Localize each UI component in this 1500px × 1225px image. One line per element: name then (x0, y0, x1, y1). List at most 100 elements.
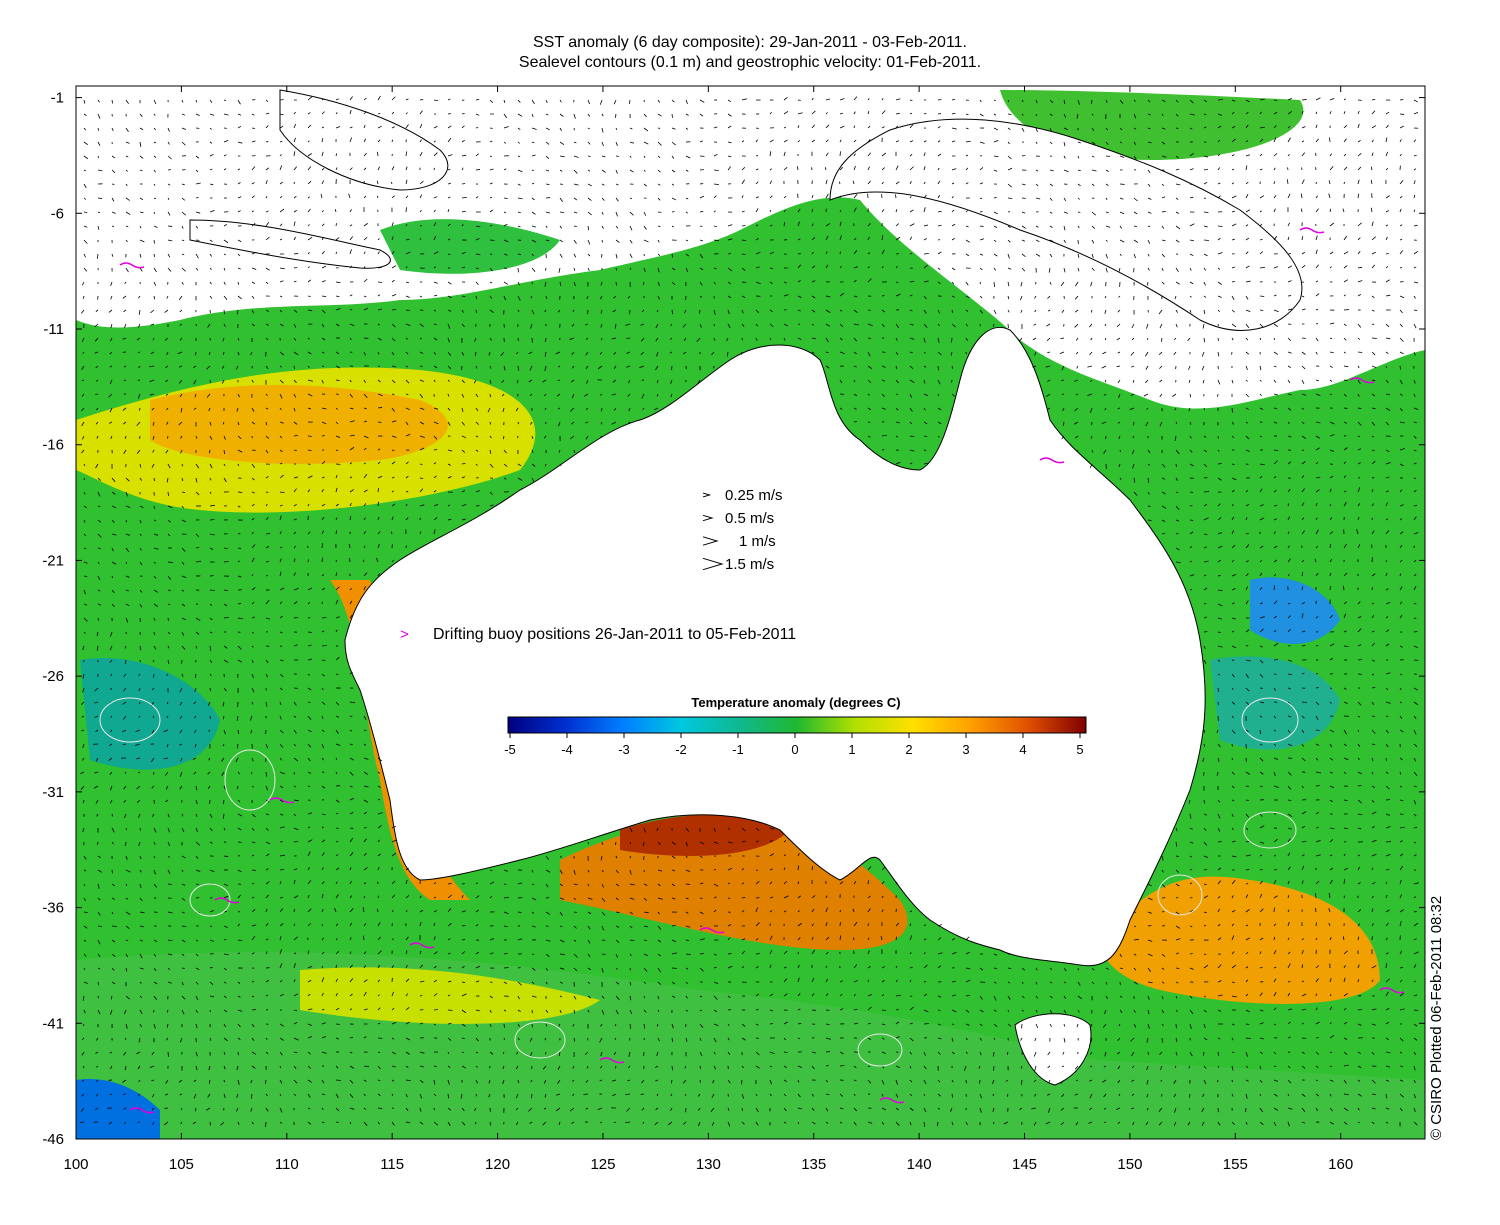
velocity-arrow (489, 99, 494, 104)
velocity-arrow (993, 225, 998, 229)
velocity-arrow (1189, 295, 1192, 298)
velocity-arrow (1175, 281, 1180, 285)
velocity-arrow (1035, 239, 1040, 243)
velocity-arrow (1161, 113, 1164, 117)
velocity-arrow (1245, 140, 1249, 143)
velocity-arrow (321, 126, 325, 129)
velocity-arrow (965, 295, 970, 299)
velocity-arrow (1146, 323, 1149, 329)
velocity-arrow (433, 1009, 438, 1011)
velocity-arrow (1259, 168, 1263, 171)
velocity-arrow (1245, 111, 1249, 115)
velocity-arrow (839, 251, 841, 255)
velocity-arrow (531, 309, 535, 315)
velocity-arrow (629, 225, 633, 231)
velocity-arrow (601, 197, 605, 201)
velocity-arrow (1119, 99, 1124, 104)
velocity-arrow (545, 211, 550, 214)
velocity-arrow (377, 139, 381, 143)
velocity-arrow (895, 265, 898, 269)
velocity-arrow (1259, 251, 1263, 255)
velocity-arrow (769, 111, 772, 115)
velocity-arrow (1287, 137, 1291, 143)
velocity-arrow (1399, 153, 1402, 157)
velocity-arrow (1021, 253, 1026, 257)
velocity-arrow (207, 323, 211, 328)
velocity-arrow (405, 309, 410, 311)
velocity-arrow (1371, 309, 1375, 312)
velocity-arrow (769, 209, 772, 213)
velocity-arrow (685, 211, 688, 214)
velocity-arrow (1049, 239, 1054, 243)
velocity-arrow (1286, 179, 1289, 185)
velocity-arrow (293, 181, 295, 185)
velocity-arrow (349, 209, 352, 213)
velocity-arrow (839, 98, 845, 101)
velocity-arrow (559, 141, 565, 146)
velocity-arrow (727, 155, 732, 158)
velocity-arrow (1035, 183, 1039, 187)
velocity-arrow (195, 225, 199, 229)
velocity-arrow (377, 125, 382, 129)
velocity-arrow (363, 138, 367, 143)
velocity-arrow (545, 225, 548, 228)
velocity-arrow (881, 249, 885, 255)
velocity-arrow (195, 113, 200, 116)
velocity-arrow (895, 223, 900, 227)
velocity-arrow (853, 125, 856, 129)
velocity-arrow (293, 323, 297, 328)
velocity-arrow (1301, 179, 1305, 185)
velocity-arrow (433, 309, 437, 312)
velocity-arrow (867, 252, 871, 255)
velocity-arrow (307, 124, 312, 129)
velocity-arrow (1259, 126, 1265, 129)
velocity-arrow (475, 169, 481, 171)
velocity-arrow (811, 110, 816, 115)
velocity-arrow (909, 124, 914, 129)
velocity-arrow (1175, 225, 1181, 230)
velocity-arrow (363, 223, 368, 227)
velocity-arrow (1245, 209, 1251, 213)
velocity-arrow (307, 166, 312, 171)
velocity-arrow (447, 137, 452, 143)
velocity-arrow (335, 98, 339, 101)
velocity-arrow (559, 197, 563, 202)
velocity-arrow (391, 222, 394, 227)
velocity-arrow (1076, 113, 1079, 119)
velocity-arrow (1203, 181, 1208, 185)
velocity-arrow (1105, 225, 1111, 228)
velocity-arrow (965, 113, 969, 116)
velocity-arrow (405, 238, 410, 241)
velocity-arrow (1300, 193, 1303, 199)
velocity-arrow (1007, 253, 1010, 259)
velocity-arrow (1049, 197, 1053, 201)
velocity-arrow (1315, 249, 1318, 255)
velocity-arrow (587, 225, 590, 231)
map-title-line-2: Sealevel contours (0.1 m) and geostrophi… (518, 54, 982, 71)
velocity-arrow (783, 96, 788, 101)
velocity-arrow (167, 589, 171, 591)
velocity-arrow (391, 265, 397, 269)
velocity-arrow (1063, 141, 1066, 147)
velocity-arrow (139, 141, 142, 147)
velocity-arrow (1357, 179, 1360, 185)
velocity-arrow (713, 183, 719, 186)
velocity-arrow (447, 253, 451, 256)
velocity-arrow (251, 295, 255, 299)
velocity-arrow (1413, 266, 1417, 269)
velocity-arrow (321, 237, 324, 241)
velocity-arrow (895, 112, 900, 115)
velocity-arrow (601, 113, 604, 117)
velocity-arrow (1077, 253, 1080, 258)
velocity-arrow (797, 264, 802, 269)
velocity-arrow (1147, 183, 1151, 187)
velocity-arrow (237, 182, 241, 185)
velocity-arrow (321, 309, 326, 314)
velocity-arrow (643, 239, 649, 243)
velocity-arrow (544, 309, 547, 313)
velocity-arrow (391, 195, 395, 199)
velocity-arrow (811, 323, 814, 326)
velocity-arrow (139, 169, 143, 172)
velocity-arrow (433, 266, 436, 269)
